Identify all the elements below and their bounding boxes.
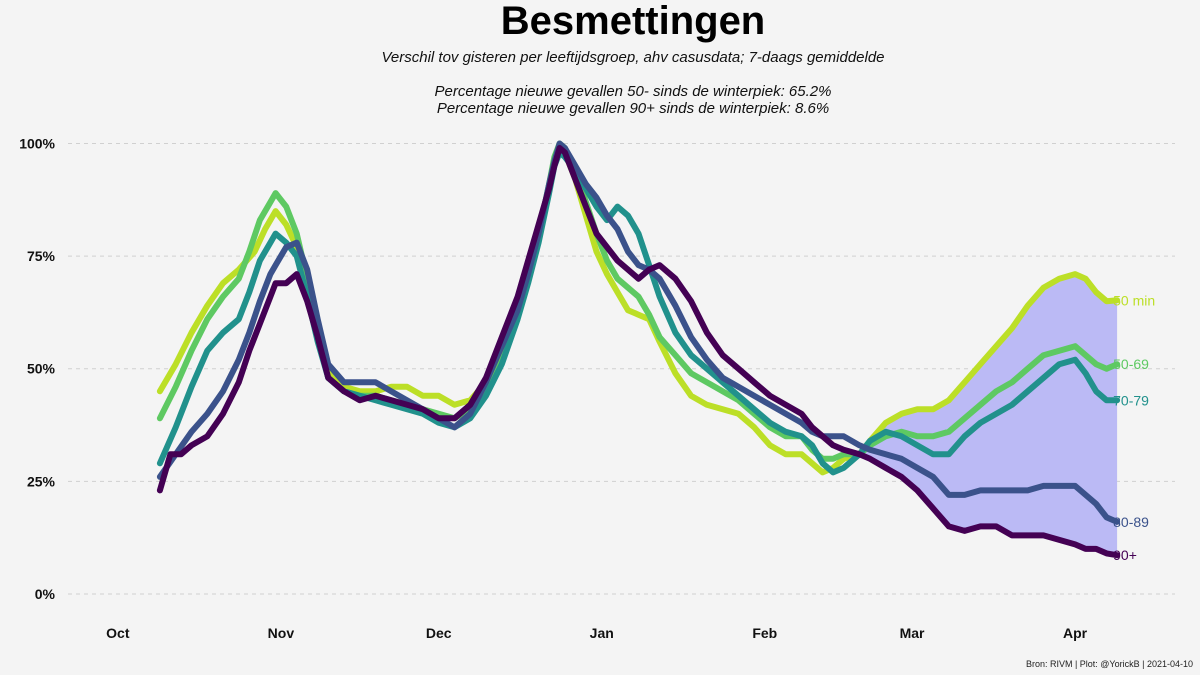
x-tick-label: Oct bbox=[106, 625, 130, 641]
series-lines bbox=[156, 140, 1121, 559]
series-label-50-min: 50 min bbox=[1113, 292, 1155, 308]
series-labels: 50 min 50-69 70-79 80-89 90+ bbox=[1113, 292, 1155, 563]
series-label-50-69: 50-69 bbox=[1113, 356, 1149, 372]
x-tick-label: Mar bbox=[900, 625, 925, 641]
x-tick-label: Dec bbox=[426, 625, 452, 641]
y-tick-label: 50% bbox=[27, 361, 56, 377]
y-tick-label: 75% bbox=[27, 248, 56, 264]
chart-title: Besmettingen bbox=[501, 0, 766, 43]
series-label-80-89: 80-89 bbox=[1113, 514, 1149, 530]
chart-subtitle: Verschil tov gisteren per leeftijdsgroep… bbox=[381, 49, 884, 66]
y-axis: 0% 25% 50% 75% 100% bbox=[19, 136, 55, 602]
y-tick-label: 100% bbox=[19, 136, 55, 152]
y-tick-label: 25% bbox=[27, 473, 56, 489]
series-line-90-plus bbox=[156, 145, 1121, 559]
series-label-90-plus: 90+ bbox=[1113, 547, 1137, 563]
x-tick-label: Jan bbox=[590, 625, 614, 641]
series-line-50-69 bbox=[156, 140, 1121, 462]
y-tick-label: 0% bbox=[35, 586, 56, 602]
x-tick-label: Nov bbox=[268, 625, 295, 641]
source-caption: Bron: RIVM | Plot: @YorickB | 2021-04-10 bbox=[1026, 659, 1193, 669]
x-tick-label: Feb bbox=[752, 625, 777, 641]
series-line-80-89 bbox=[156, 140, 1121, 525]
annotation-90-plus: Percentage nieuwe gevallen 90+ sinds de … bbox=[437, 100, 829, 117]
x-axis: Oct Nov Dec Jan Feb Mar Apr bbox=[106, 625, 1087, 641]
series-label-70-79: 70-79 bbox=[1113, 392, 1149, 408]
annotation-50-min: Percentage nieuwe gevallen 50- sinds de … bbox=[435, 83, 832, 100]
x-tick-label: Apr bbox=[1063, 625, 1088, 641]
